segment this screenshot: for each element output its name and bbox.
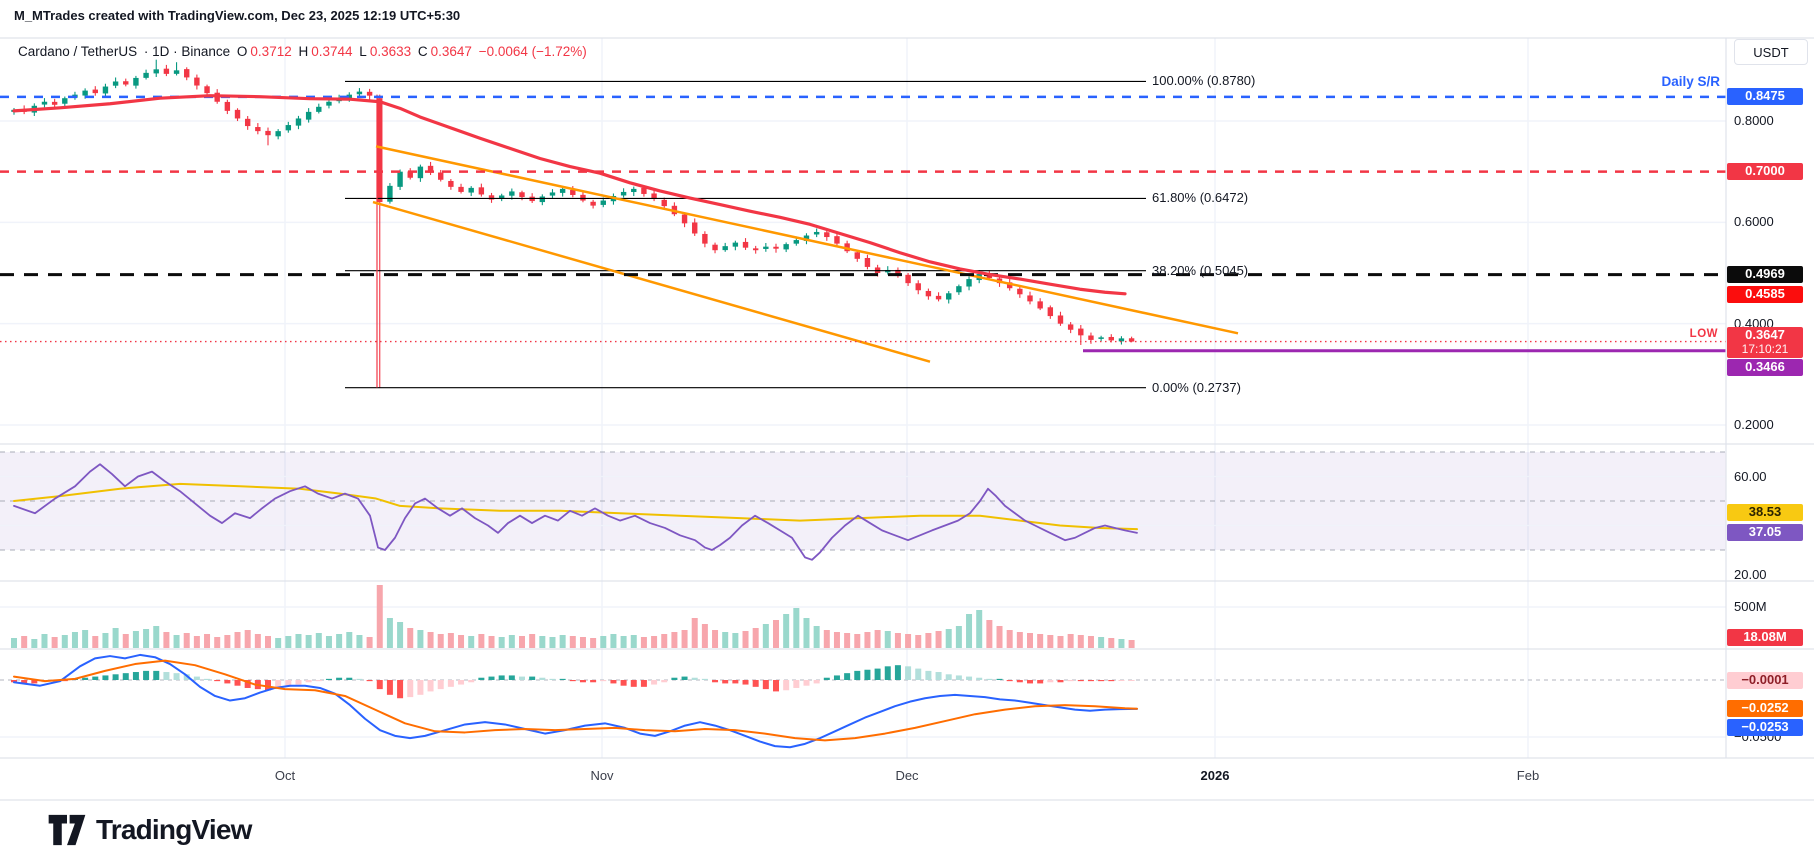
ohlc-high-value: 0.3744 — [311, 44, 353, 59]
badge-last-price-countdown: 0.3647 17:10:21 — [1727, 326, 1803, 358]
badge-rsi-ma: 38.53 — [1727, 503, 1803, 521]
time-tick-dec: Dec — [895, 768, 919, 783]
badge-resistance-price: 0.7000 — [1727, 163, 1803, 181]
badge-sr-price: 0.4969 — [1727, 266, 1803, 284]
time-tick-feb: Feb — [1516, 768, 1540, 783]
currency-toggle-button[interactable]: USDT — [1734, 39, 1808, 65]
price-axis[interactable] — [1726, 38, 1814, 758]
rsi-tick-20: 20.00 — [1734, 566, 1767, 582]
ohlc-open-value: 0.3712 — [250, 44, 292, 59]
badge-macd-signal: −0.0252 — [1727, 700, 1803, 718]
price-tick-0-2000: 0.2000 — [1734, 417, 1774, 433]
low-label: LOW — [1689, 328, 1718, 340]
ohlc-low-value: 0.3633 — [369, 44, 412, 59]
fib-label-0: 0.00% (0.2737) — [1152, 379, 1241, 395]
time-tick-oct: Oct — [274, 768, 296, 783]
fib-label-38-2: 38.20% (0.5045) — [1152, 262, 1249, 278]
price-tick-0-6000: 0.6000 — [1734, 214, 1774, 230]
badge-macd-hist: −0.0001 — [1727, 671, 1803, 689]
watermark-text: M_MTrades created with TradingView.com, … — [14, 8, 461, 23]
time-tick-2026: 2026 — [1200, 768, 1230, 783]
badge-volume: 18.08M — [1727, 628, 1803, 646]
ohlc-open-label: O — [236, 44, 248, 59]
fib-label-100: 100.00% (0.8780) — [1152, 73, 1256, 89]
ohlc-close-label: C — [417, 44, 428, 59]
rsi-tick-60: 60.00 — [1734, 468, 1767, 484]
badge-support-price: 0.3466 — [1727, 358, 1803, 376]
time-tick-nov: Nov — [590, 768, 614, 783]
interval-exchange[interactable]: · 1D · Binance — [143, 44, 231, 59]
daily-sr-label: Daily S/R — [1661, 74, 1720, 89]
ohlc-high-label: H — [298, 44, 309, 59]
badge-daily-sr-price: 0.8475 — [1727, 88, 1803, 106]
price-tick-0-8000: 0.8000 — [1734, 113, 1774, 128]
ohlc-close-value: 0.3647 — [430, 44, 472, 59]
symbol-legend[interactable]: Cardano / TetherUS · 1D · Binance O 0.371… — [18, 44, 590, 59]
tradingview-logo-icon — [48, 814, 86, 846]
badge-ma-price: 0.4585 — [1727, 285, 1803, 303]
fib-label-61-8: 61.80% (0.6472) — [1152, 190, 1249, 206]
tradingview-wordmark: TradingView — [96, 814, 252, 845]
badge-rsi: 37.05 — [1727, 524, 1803, 542]
symbol-name[interactable]: Cardano / TetherUS — [18, 44, 138, 59]
ohlc-low-label: L — [359, 44, 367, 59]
time-axis[interactable] — [0, 758, 1726, 798]
volume-tick-500m: 500M — [1734, 599, 1767, 614]
badge-macd-line: −0.0253 — [1727, 719, 1803, 737]
tradingview-brand-link[interactable]: TradingView — [48, 812, 252, 848]
change-value: −0.0064 (−1.72%) — [478, 44, 587, 59]
